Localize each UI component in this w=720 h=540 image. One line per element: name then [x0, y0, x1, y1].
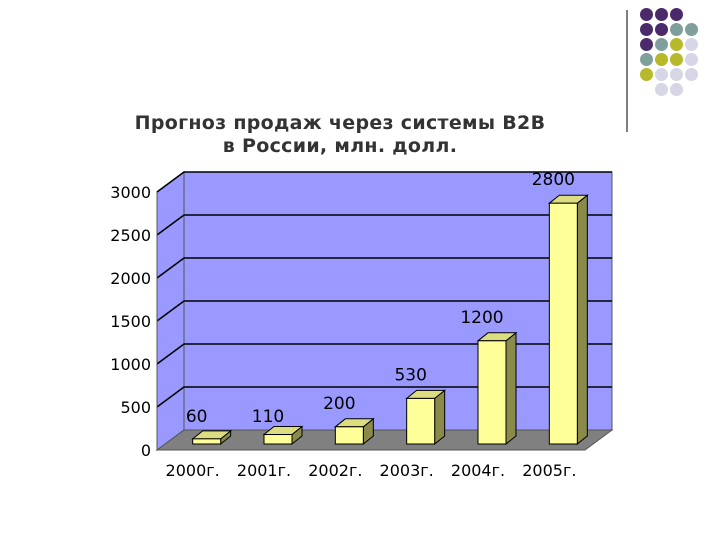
- decorative-dot: [655, 23, 668, 36]
- decorative-dot: [655, 53, 668, 66]
- decorative-dot: [670, 83, 683, 96]
- y-tick-label: 1500: [110, 312, 151, 331]
- decorative-dot: [640, 53, 653, 66]
- bar-2001г.: [263, 434, 293, 445]
- data-label: 2800: [532, 170, 575, 190]
- x-tick-label: 2005г.: [522, 461, 576, 480]
- x-tick-label: 2001г.: [237, 461, 291, 480]
- decorative-dot: [670, 23, 683, 36]
- decorative-dot: [640, 38, 653, 51]
- gridline: [156, 300, 612, 322]
- decorative-dot: [670, 38, 683, 51]
- decorative-dot: [640, 8, 653, 21]
- bar-side-2003г.: [434, 389, 446, 446]
- y-tick-label: 2000: [110, 269, 151, 288]
- decorative-dot: [685, 53, 698, 66]
- bar-2004г.: [477, 340, 507, 445]
- bar-2003г.: [406, 397, 436, 445]
- y-tick-label: 0: [141, 441, 151, 460]
- gridline: [156, 257, 612, 279]
- chart-title-line-2: в России, млн. долл.: [222, 135, 458, 157]
- chart-title-line-1: Прогноз продаж через системы B2B: [134, 112, 546, 134]
- decorative-dot: [655, 38, 668, 51]
- y-tick-label: 1000: [110, 355, 151, 374]
- decorative-dot: [685, 38, 698, 51]
- x-tick-label: 2004г.: [451, 461, 505, 480]
- gridline: [156, 343, 612, 365]
- data-label: 530: [394, 365, 426, 385]
- decorative-dot: [655, 8, 668, 21]
- bar-side-2005г.: [576, 194, 588, 446]
- x-tick-label: 2003г.: [380, 461, 434, 480]
- decorative-dot: [640, 68, 653, 81]
- data-label: 110: [252, 407, 284, 427]
- decorative-dot: [685, 68, 698, 81]
- data-label: 60: [186, 407, 208, 427]
- decorative-divider-line: [626, 10, 628, 132]
- gridline: [156, 214, 612, 236]
- decorative-dot: [685, 23, 698, 36]
- bar-2002г.: [334, 426, 364, 445]
- decorative-dot: [640, 23, 653, 36]
- decorative-dot: [670, 53, 683, 66]
- chart-title: Прогноз продаж через системы B2B в Росси…: [110, 112, 570, 158]
- gridline: [156, 171, 612, 193]
- y-tick-label: 3000: [110, 183, 151, 202]
- bar-2005г.: [548, 202, 578, 445]
- y-tick-label: 500: [120, 398, 151, 417]
- data-label: 200: [323, 394, 355, 414]
- decorative-dot: [670, 68, 683, 81]
- data-label: 1200: [460, 308, 503, 328]
- gridline: [156, 386, 612, 408]
- decorative-dot: [655, 68, 668, 81]
- x-tick-label: 2002г.: [308, 461, 362, 480]
- x-tick-label: 2000г.: [166, 461, 220, 480]
- y-tick-label: 2500: [110, 226, 151, 245]
- decorative-dot: [670, 8, 683, 21]
- bar-2000г.: [192, 438, 222, 445]
- decorative-dot: [655, 83, 668, 96]
- bar-side-2004г.: [505, 331, 517, 446]
